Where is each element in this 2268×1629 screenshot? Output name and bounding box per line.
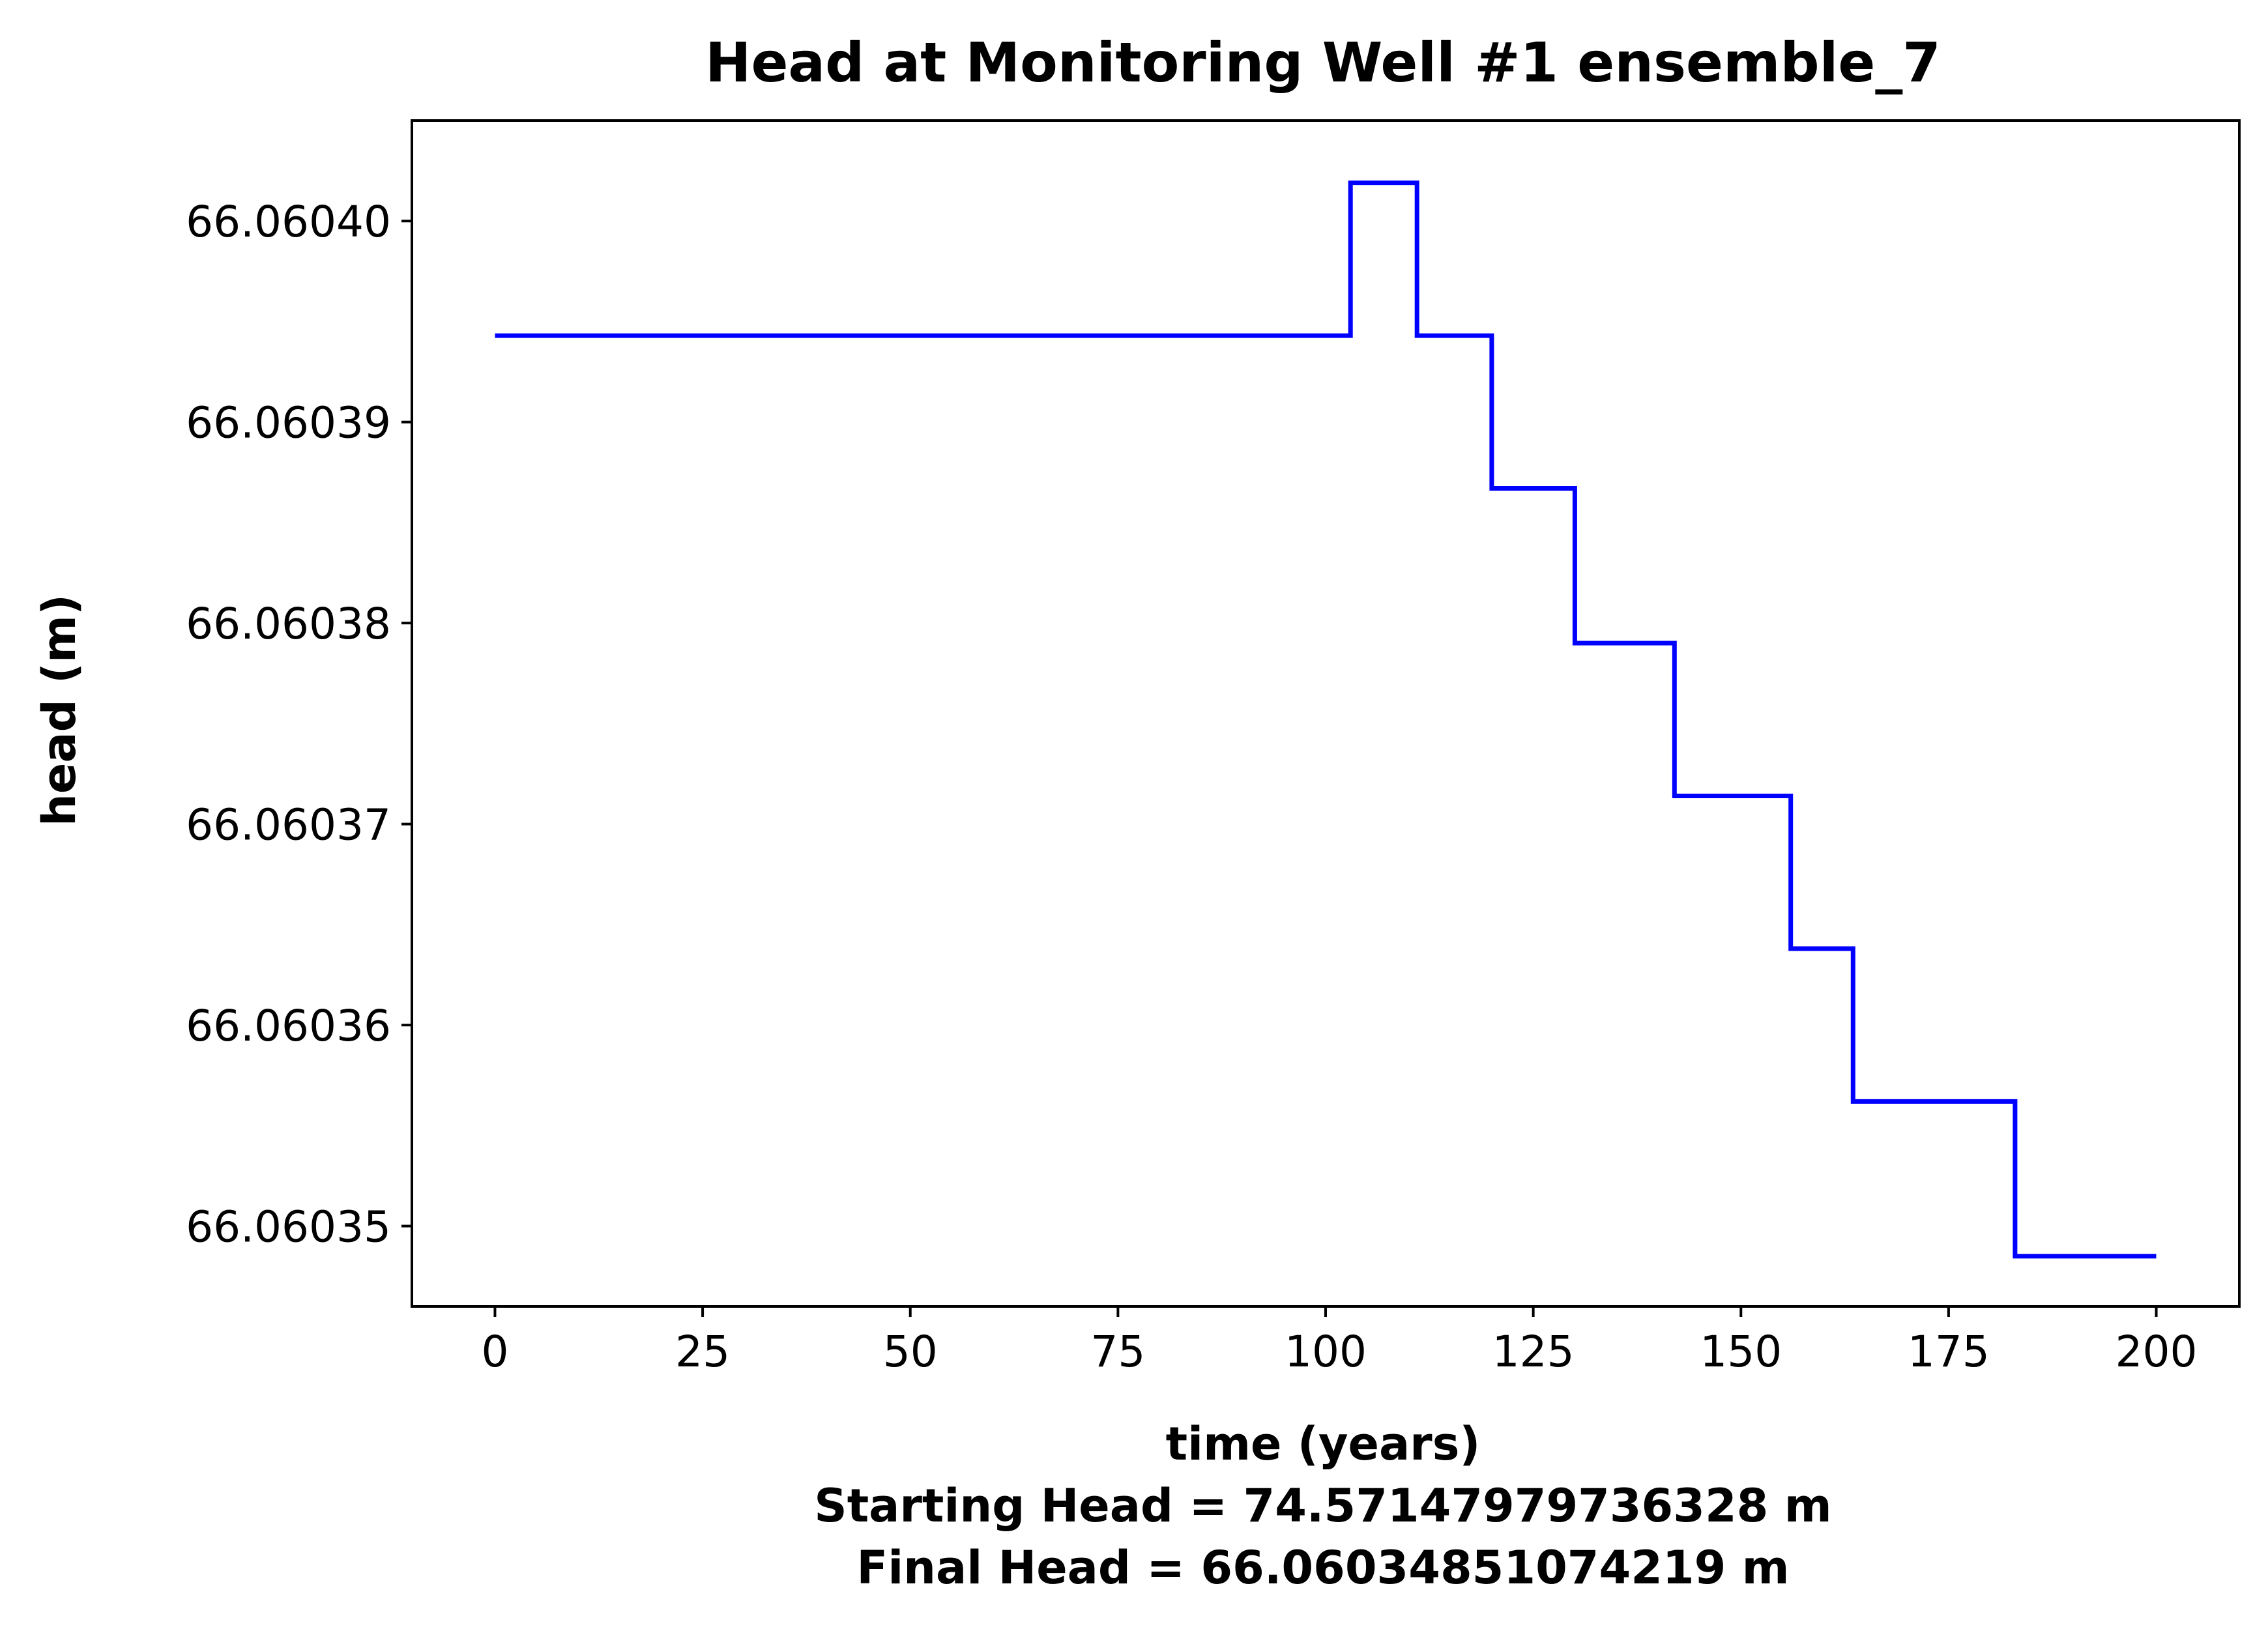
x-tick-label: 200 xyxy=(2115,1327,2198,1377)
x-tick-label: 125 xyxy=(1492,1327,1575,1377)
starting-head-note: Starting Head = 74.57147979736328 m xyxy=(814,1479,1831,1533)
y-tick-label: 66.06040 xyxy=(186,197,391,247)
x-tick-label: 25 xyxy=(675,1327,730,1377)
chart-title: Head at Monitoring Well #1 ensemble_7 xyxy=(705,31,1941,94)
series-line xyxy=(495,180,2157,1259)
y-tick-label: 66.06038 xyxy=(186,599,391,649)
x-axis-label: time (years) xyxy=(1166,1417,1481,1471)
y-axis-label: head (m) xyxy=(33,594,86,826)
x-axis-ticks: 0 25 50 75 100 125 150 175 200 xyxy=(481,1306,2198,1377)
x-tick-label: 75 xyxy=(1090,1327,1145,1377)
y-tick-label: 66.06035 xyxy=(186,1202,391,1252)
x-tick-label: 100 xyxy=(1285,1327,1367,1377)
x-tick-label: 50 xyxy=(883,1327,938,1377)
y-tick-label: 66.06039 xyxy=(186,398,391,448)
x-tick-label: 0 xyxy=(481,1327,508,1377)
x-tick-label: 150 xyxy=(1700,1327,1782,1377)
plot-frame xyxy=(411,119,2241,1308)
y-axis-ticks: 66.06035 66.06036 66.06037 66.06038 66.06039… xyxy=(186,197,412,1252)
x-tick-label: 175 xyxy=(1908,1327,1990,1377)
y-tick-label: 66.06036 xyxy=(186,1001,391,1051)
final-head-note: Final Head = 66.06034851074219 m xyxy=(856,1541,1789,1594)
y-tick-label: 66.06037 xyxy=(186,800,391,850)
